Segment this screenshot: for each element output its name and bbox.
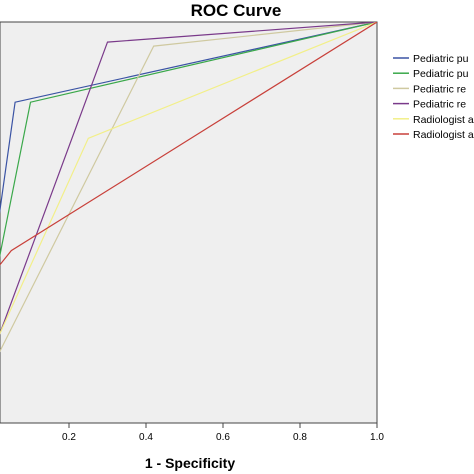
roc-series-line-1	[0, 22, 377, 214]
x-tick-label: 0.8	[293, 432, 307, 443]
legend-label: Pediatric pu	[413, 53, 469, 65]
x-tick-label: 0.2	[62, 432, 76, 443]
x-axis-label: 1 - Specificity	[145, 455, 235, 471]
legend-label: Radiologist a	[413, 114, 474, 126]
roc-series-line-6	[0, 22, 377, 266]
roc-series-line-2	[0, 22, 377, 258]
legend-label: Pediatric re	[413, 99, 466, 111]
legend-label: Radiologist a	[413, 129, 474, 141]
chart-title: ROC Curve	[191, 1, 282, 20]
legend-label: Pediatric pu	[413, 68, 469, 80]
plot-area	[0, 21, 378, 424]
x-tick-label: 0.6	[216, 432, 230, 443]
legend-label: Pediatric re	[413, 83, 466, 95]
x-tick-label: 1.0	[370, 432, 384, 443]
roc-series-line-3	[0, 22, 377, 353]
roc-series-line-5	[0, 22, 377, 335]
roc-series-line-4	[0, 22, 377, 335]
x-tick-label: 0.4	[139, 432, 153, 443]
